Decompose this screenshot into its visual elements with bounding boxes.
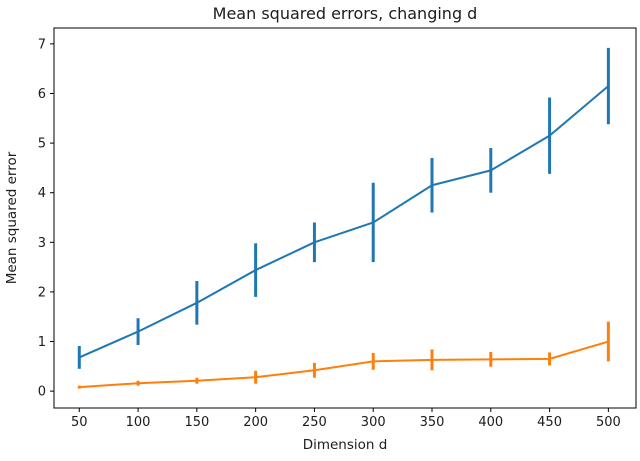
x-axis-label: Dimension d [303, 437, 388, 453]
x-tick-label: 200 [243, 415, 268, 430]
y-tick-label: 1 [38, 335, 46, 350]
x-tick-label: 350 [420, 415, 445, 430]
x-tick-label: 400 [478, 415, 503, 430]
x-tick-label: 500 [596, 415, 621, 430]
x-tick-label: 250 [302, 415, 327, 430]
x-tick-label: 300 [361, 415, 386, 430]
chart-title: Mean squared errors, changing d [213, 4, 478, 23]
x-tick-label: 450 [537, 415, 562, 430]
series-orange-line [79, 340, 609, 389]
y-tick-label: 4 [38, 186, 46, 201]
y-tick-label: 2 [38, 285, 46, 300]
x-tick-label: 150 [184, 415, 209, 430]
x-tick-label: 50 [71, 415, 88, 430]
y-axis-label: Mean squared error [4, 151, 20, 284]
plot-area: 50 100 150 200 250 300 350 400 450 500 0 1 2 3 4 5 6 7 [38, 27, 637, 430]
y-tick-label: 3 [38, 236, 46, 251]
y-tick-label: 0 [38, 385, 46, 400]
x-tick-label: 100 [126, 415, 151, 430]
axes-spines [53, 27, 637, 409]
series-blue-line [78, 85, 610, 359]
y-tick-label: 7 [38, 37, 46, 52]
y-tick-label: 6 [38, 87, 46, 102]
y-tick-label: 5 [38, 137, 46, 152]
